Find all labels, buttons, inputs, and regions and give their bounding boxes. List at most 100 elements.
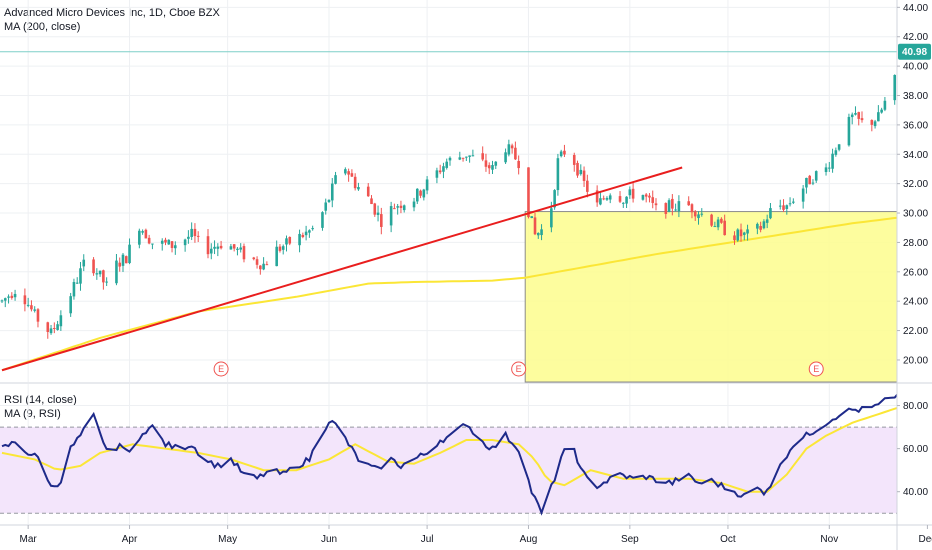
candle-body	[625, 196, 628, 204]
candle-body	[716, 219, 720, 228]
candle-body	[458, 157, 462, 160]
candle-body	[402, 205, 406, 211]
candle-body	[746, 229, 749, 234]
candle-body	[491, 165, 494, 170]
candle-body	[468, 155, 471, 157]
candle-body	[837, 144, 841, 150]
candle-body	[95, 273, 99, 275]
candle-body	[141, 231, 144, 233]
candle-body	[641, 195, 645, 200]
candle-body	[550, 208, 553, 228]
candle-body	[733, 235, 736, 241]
candle-body	[556, 158, 560, 191]
candle-body	[736, 229, 740, 241]
candle-body	[697, 214, 700, 219]
candle-body	[834, 150, 838, 155]
symbol-title: Advanced Micro Devices Inc, 1D, Cboe BZX	[4, 7, 220, 19]
candle-body	[442, 166, 445, 172]
highlight-box-layer	[524, 211, 925, 383]
candle-body	[3, 298, 7, 301]
price-tick-label: 22.00	[903, 326, 928, 337]
rsi-line	[1, 387, 909, 516]
rsi-tick-label: 60.00	[903, 444, 928, 455]
time-tick-label: Aug	[520, 534, 538, 545]
candle-body	[30, 305, 33, 310]
rsi-tick-label: 40.00	[903, 487, 928, 498]
price-tick-label: 30.00	[903, 209, 928, 220]
time-tick-label: Mar	[20, 534, 38, 545]
candle-body	[677, 201, 681, 212]
rsi-ma-line	[1, 400, 912, 493]
candle-body	[667, 200, 671, 212]
rsi-tick-label: 80.00	[903, 401, 928, 412]
candle-body	[850, 114, 854, 118]
candle-body	[828, 167, 831, 169]
candle-body	[353, 176, 357, 189]
last-price-tag-label: 40.98	[902, 47, 927, 58]
candle-body	[389, 206, 393, 226]
ma200-line	[1, 215, 912, 372]
candle-body	[517, 160, 520, 169]
candle-body	[419, 190, 422, 196]
price-tick-label: 32.00	[903, 179, 928, 190]
time-tick-label: Apr	[122, 534, 138, 545]
candle-body	[811, 182, 815, 184]
candle-body	[471, 155, 475, 157]
rsi-legend: RSI (14, close) MA (9, RSI)	[4, 393, 77, 421]
candle-body	[605, 197, 609, 200]
candle-body	[311, 228, 314, 230]
candle-body	[59, 315, 63, 327]
trendline-layer	[1, 166, 683, 372]
candle-body	[324, 202, 328, 211]
candle-body	[164, 239, 167, 243]
earnings-layer: EEEE	[213, 361, 824, 377]
candle-body	[435, 170, 439, 178]
candle-body	[321, 212, 324, 228]
candle-body	[599, 198, 602, 205]
candle-body	[0, 300, 4, 302]
candle-body	[72, 282, 76, 297]
candle-body	[847, 116, 851, 146]
candle-body	[124, 256, 128, 264]
candle-body	[448, 157, 452, 161]
candle-body	[75, 282, 79, 284]
candle-body	[252, 257, 256, 260]
candle-body	[553, 190, 556, 208]
candle-body	[350, 173, 354, 177]
candle-body	[559, 151, 563, 157]
candle-body	[236, 248, 239, 250]
candle-body	[167, 239, 171, 245]
candle-body	[788, 203, 792, 205]
candle-body	[854, 113, 857, 115]
candle-body	[399, 205, 403, 208]
candle-body	[239, 247, 243, 250]
time-tick-label: Jun	[321, 534, 337, 545]
candle-body	[82, 259, 86, 267]
candle-body	[151, 243, 154, 245]
candle-body	[824, 167, 828, 173]
candle-body	[187, 236, 190, 239]
candle-body	[527, 167, 530, 218]
candle-body	[115, 260, 118, 284]
price-tick-label: 40.00	[903, 62, 928, 73]
candle-body	[232, 244, 236, 249]
candle-body	[507, 144, 511, 155]
candle-body	[510, 145, 514, 149]
candle-body	[304, 231, 308, 236]
rsi-legend-label: RSI (14, close)	[4, 394, 77, 406]
candle-body	[576, 162, 579, 176]
price-axis-bg	[897, 0, 932, 550]
candle-body	[105, 281, 108, 283]
candle-body	[533, 217, 537, 235]
price-tick-label: 26.00	[903, 267, 928, 278]
candle-body	[193, 228, 197, 237]
candle-body	[422, 189, 426, 198]
candle-body	[183, 239, 187, 246]
candle-body	[174, 245, 177, 249]
candle-body	[778, 205, 782, 207]
time-tick-label: Nov	[820, 534, 838, 545]
earnings-marker-label: E	[516, 364, 522, 374]
candle-body	[121, 254, 125, 266]
candle-body	[301, 234, 305, 238]
